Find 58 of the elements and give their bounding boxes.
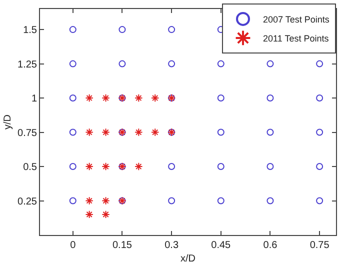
point [266, 60, 274, 68]
x-tick-label: 0 [70, 240, 76, 251]
point [316, 163, 324, 170]
point [69, 128, 76, 136]
point [266, 128, 274, 136]
point [316, 60, 324, 68]
point [316, 197, 324, 204]
point [85, 210, 94, 219]
point [69, 94, 76, 102]
point [217, 60, 224, 68]
y-axis-title: y/D [2, 114, 14, 130]
x-tick-label: 0.3 [164, 240, 179, 251]
legend-label: 2011 Test Points [263, 33, 330, 44]
point [168, 26, 176, 34]
y-tick-label: 0.25 [18, 196, 38, 208]
point [217, 128, 224, 136]
x-tick-label: 0.75 [310, 240, 330, 251]
point [85, 162, 94, 171]
point [217, 94, 224, 102]
point [168, 197, 176, 204]
point [217, 197, 224, 204]
x-tick-label: 0.15 [112, 240, 132, 251]
point [85, 94, 94, 102]
point [102, 128, 110, 136]
point [151, 94, 160, 102]
point [85, 196, 94, 205]
y-tick-label: 1.25 [18, 59, 38, 70]
point [266, 94, 274, 102]
point [316, 94, 324, 102]
y-tick-label: 1 [31, 94, 38, 105]
point [151, 128, 160, 136]
point [102, 94, 110, 102]
point [134, 94, 143, 102]
point [134, 128, 143, 136]
point [168, 60, 176, 68]
point [85, 128, 94, 136]
point [168, 163, 176, 170]
point [69, 60, 76, 68]
x-tick-label: 0.6 [263, 240, 278, 251]
point [134, 162, 143, 171]
point [102, 196, 110, 205]
y-tick-label: 0.75 [18, 128, 38, 139]
point [316, 128, 324, 136]
x-tick-label: 0.45 [211, 240, 232, 251]
point [217, 163, 224, 170]
point [266, 197, 274, 204]
point [118, 26, 126, 34]
x-axis-title: x/D [180, 254, 196, 264]
point [102, 210, 110, 219]
point [69, 163, 76, 170]
point [69, 26, 76, 34]
point [69, 197, 76, 204]
point [118, 60, 126, 68]
point [102, 162, 110, 171]
point [266, 163, 274, 170]
legend-label: 2007 Test Points [263, 14, 330, 24]
y-tick-label: 0.5 [23, 162, 38, 174]
y-tick-label: 1.5 [23, 25, 38, 36]
